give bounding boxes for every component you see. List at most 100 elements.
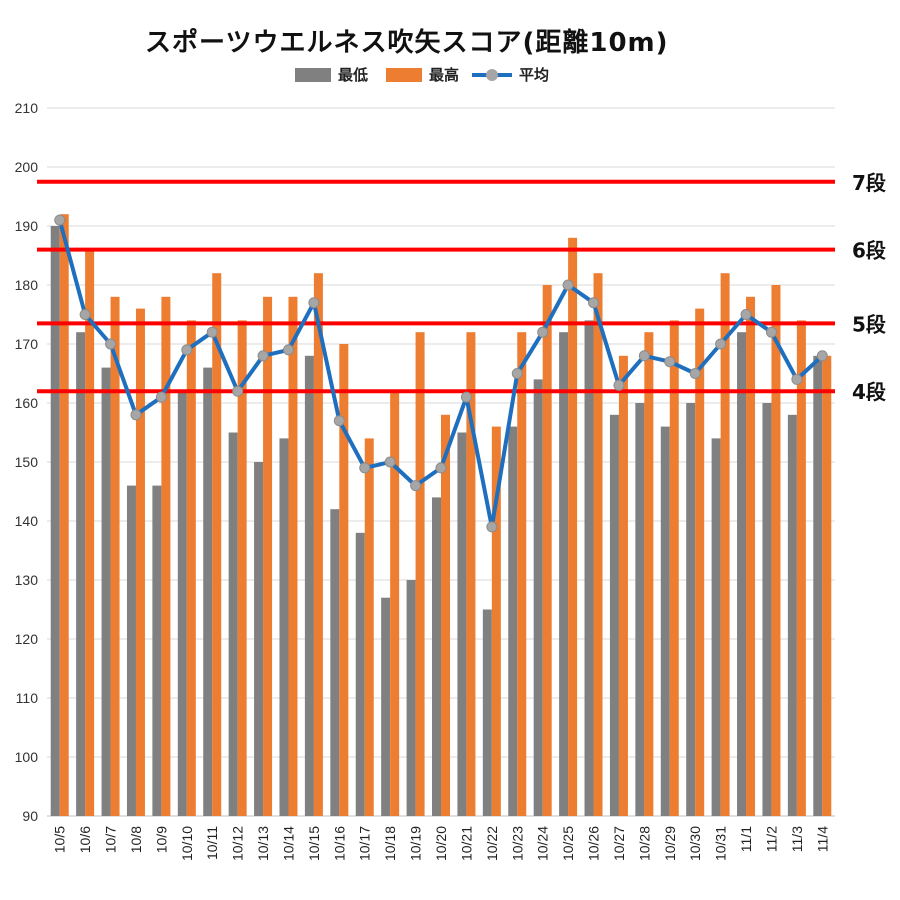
- bar-max: [796, 320, 806, 816]
- bar-max: [669, 320, 679, 816]
- average-point: [689, 368, 701, 379]
- bar-max: [822, 355, 832, 816]
- x-tick-label: 10/6: [77, 826, 93, 853]
- legend-swatch-min: [295, 67, 331, 82]
- x-tick-label: 10/14: [280, 826, 296, 861]
- bar-min: [457, 432, 467, 816]
- y-tick-label: 150: [15, 454, 39, 470]
- average-point: [54, 214, 66, 226]
- x-tick-label: 11/4: [814, 826, 830, 852]
- x-tick-label: 10/27: [611, 826, 627, 861]
- dan-reference-label: 6段: [852, 239, 886, 263]
- x-tick-label: 10/30: [687, 826, 703, 861]
- y-tick-label: 140: [15, 513, 39, 529]
- bar-min: [508, 426, 518, 816]
- average-point: [715, 338, 727, 350]
- x-tick-label: 11/3: [789, 826, 805, 852]
- x-tick-label: 10/9: [153, 826, 169, 853]
- legend-label-max: 最高: [429, 66, 460, 84]
- legend: 最低 最高 平均: [0, 64, 900, 88]
- average-point: [511, 368, 523, 379]
- x-tick-label: 10/5: [52, 826, 68, 853]
- y-tick-label: 190: [15, 218, 39, 234]
- bar-min: [228, 432, 238, 816]
- bar-min: [762, 403, 772, 816]
- bar-max: [441, 414, 450, 816]
- x-tick-label: 10/8: [128, 826, 144, 853]
- bar-max: [618, 355, 628, 816]
- y-tick-label: 160: [15, 395, 39, 411]
- bar-max: [491, 426, 501, 816]
- legend-item-avg: 平均: [472, 64, 549, 85]
- bar-max: [644, 332, 654, 816]
- bar-min: [279, 438, 289, 816]
- average-point: [384, 456, 396, 468]
- bar-min: [559, 332, 569, 816]
- bar-max: [390, 391, 400, 816]
- x-tick-label: 10/23: [509, 826, 525, 861]
- bar-max: [568, 237, 578, 817]
- average-point: [359, 462, 371, 474]
- dan-reference-label: 7段: [852, 171, 886, 195]
- y-tick-label: 180: [15, 277, 39, 293]
- legend-label-avg: 平均: [519, 66, 550, 84]
- bar-min: [711, 438, 721, 816]
- average-point: [791, 373, 803, 385]
- average-point: [435, 462, 447, 474]
- average-point: [206, 326, 218, 338]
- x-tick-label: 10/16: [331, 826, 347, 861]
- legend-swatch-max: [386, 67, 422, 82]
- bar-max: [746, 296, 756, 816]
- x-tick-label: 10/31: [713, 826, 729, 861]
- bar-min: [584, 320, 594, 816]
- bar-min: [76, 332, 86, 816]
- x-tick-label: 10/24: [535, 826, 551, 861]
- bar-max: [212, 273, 222, 816]
- y-tick-label: 120: [15, 631, 39, 647]
- dan-reference-label: 5段: [852, 312, 886, 336]
- legend-item-min: 最低: [295, 64, 368, 85]
- chart-title: スポーツウエルネス吹矢スコア(距離10m): [145, 28, 669, 58]
- bar-min: [609, 414, 619, 816]
- bar-max: [415, 332, 425, 816]
- average-point: [537, 326, 549, 338]
- bar-max: [364, 438, 374, 816]
- average-point: [282, 344, 294, 356]
- x-tick-label: 10/19: [408, 826, 424, 861]
- bar-min: [482, 609, 492, 816]
- average-point: [664, 356, 676, 368]
- average-point: [613, 379, 625, 391]
- average-point: [740, 309, 752, 320]
- average-point: [410, 480, 422, 492]
- bar-max: [161, 296, 171, 816]
- bar-min: [152, 485, 162, 816]
- bar-max: [59, 214, 69, 816]
- bar-min: [660, 426, 670, 816]
- bar-max: [85, 249, 95, 817]
- average-point: [308, 297, 320, 309]
- bar-max: [466, 332, 476, 816]
- bar-max: [288, 296, 298, 816]
- average-point: [155, 391, 167, 403]
- x-tick-label: 10/28: [636, 826, 652, 861]
- x-tick-label: 10/26: [586, 826, 602, 861]
- x-tick-label: 10/25: [560, 826, 576, 861]
- x-tick-label: 10/22: [484, 826, 500, 861]
- bar-min: [126, 485, 136, 816]
- average-point: [486, 521, 498, 533]
- y-tick-label: 210: [15, 100, 39, 116]
- average-point: [562, 279, 574, 291]
- average-point: [638, 350, 650, 362]
- bar-max: [517, 332, 527, 816]
- y-tick-label: 170: [15, 336, 39, 352]
- bar-min: [787, 414, 797, 816]
- bar-min: [101, 367, 111, 816]
- bar-min: [381, 597, 391, 816]
- x-tick-label: 10/21: [458, 826, 474, 861]
- average-point: [460, 391, 472, 403]
- x-tick-label: 10/12: [230, 826, 246, 861]
- average-point: [816, 350, 828, 362]
- legend-item-max: 最高: [386, 64, 459, 85]
- x-tick-label: 10/10: [179, 826, 195, 861]
